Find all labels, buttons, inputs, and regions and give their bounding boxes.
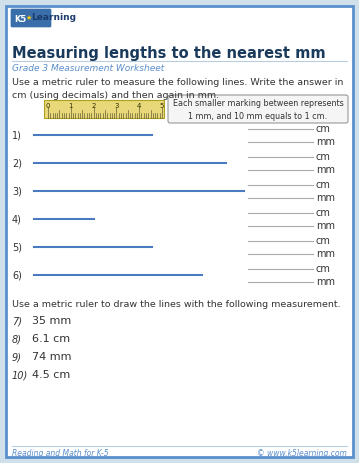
Text: 3: 3 <box>114 103 119 109</box>
Text: 74 mm: 74 mm <box>32 352 71 362</box>
Text: 0: 0 <box>46 103 50 109</box>
FancyBboxPatch shape <box>11 9 51 27</box>
Text: 3): 3) <box>12 186 22 196</box>
Text: Use a metric ruler to measure the following lines. Write the answer in
cm (using: Use a metric ruler to measure the follow… <box>12 78 343 100</box>
Text: mm: mm <box>316 277 335 287</box>
Text: mm: mm <box>316 249 335 259</box>
Text: 5: 5 <box>160 103 164 109</box>
Text: cm: cm <box>316 152 331 162</box>
Text: 1: 1 <box>69 103 73 109</box>
Text: 5): 5) <box>12 242 22 252</box>
FancyBboxPatch shape <box>44 100 164 118</box>
FancyBboxPatch shape <box>6 6 353 457</box>
Text: cm: cm <box>316 264 331 274</box>
Text: cm: cm <box>316 236 331 246</box>
Text: 4: 4 <box>137 103 141 109</box>
Text: mm: mm <box>316 165 335 175</box>
Text: 6): 6) <box>12 270 22 280</box>
Text: 9): 9) <box>12 352 22 362</box>
Text: mm: mm <box>316 137 335 147</box>
Text: ★: ★ <box>26 15 32 21</box>
Text: Grade 3 Measurement Worksheet: Grade 3 Measurement Worksheet <box>12 64 164 73</box>
FancyBboxPatch shape <box>168 95 348 123</box>
Text: 10): 10) <box>12 370 28 380</box>
Text: Measuring lengths to the nearest mm: Measuring lengths to the nearest mm <box>12 46 326 61</box>
Text: Reading and Math for K-5: Reading and Math for K-5 <box>12 449 109 458</box>
Text: cm: cm <box>316 208 331 218</box>
Text: K5: K5 <box>14 14 26 24</box>
Text: mm: mm <box>316 193 335 203</box>
Text: Learning: Learning <box>31 13 76 23</box>
Text: 4.5 cm: 4.5 cm <box>32 370 70 380</box>
Text: © www.k5learning.com: © www.k5learning.com <box>257 449 347 458</box>
Text: 2): 2) <box>12 158 22 168</box>
Text: 7): 7) <box>12 316 22 326</box>
Text: cm: cm <box>316 180 331 190</box>
Text: 2: 2 <box>92 103 96 109</box>
Text: 6.1 cm: 6.1 cm <box>32 334 70 344</box>
Text: 8): 8) <box>12 334 22 344</box>
Text: Use a metric ruler to draw the lines with the following measurement.: Use a metric ruler to draw the lines wit… <box>12 300 341 309</box>
Text: Each smaller marking between represents
1 mm, and 10 mm equals to 1 cm.: Each smaller marking between represents … <box>173 99 343 121</box>
Text: cm: cm <box>316 124 331 134</box>
Text: mm: mm <box>316 221 335 231</box>
Text: 1): 1) <box>12 130 22 140</box>
Text: 4): 4) <box>12 214 22 224</box>
Text: 35 mm: 35 mm <box>32 316 71 326</box>
